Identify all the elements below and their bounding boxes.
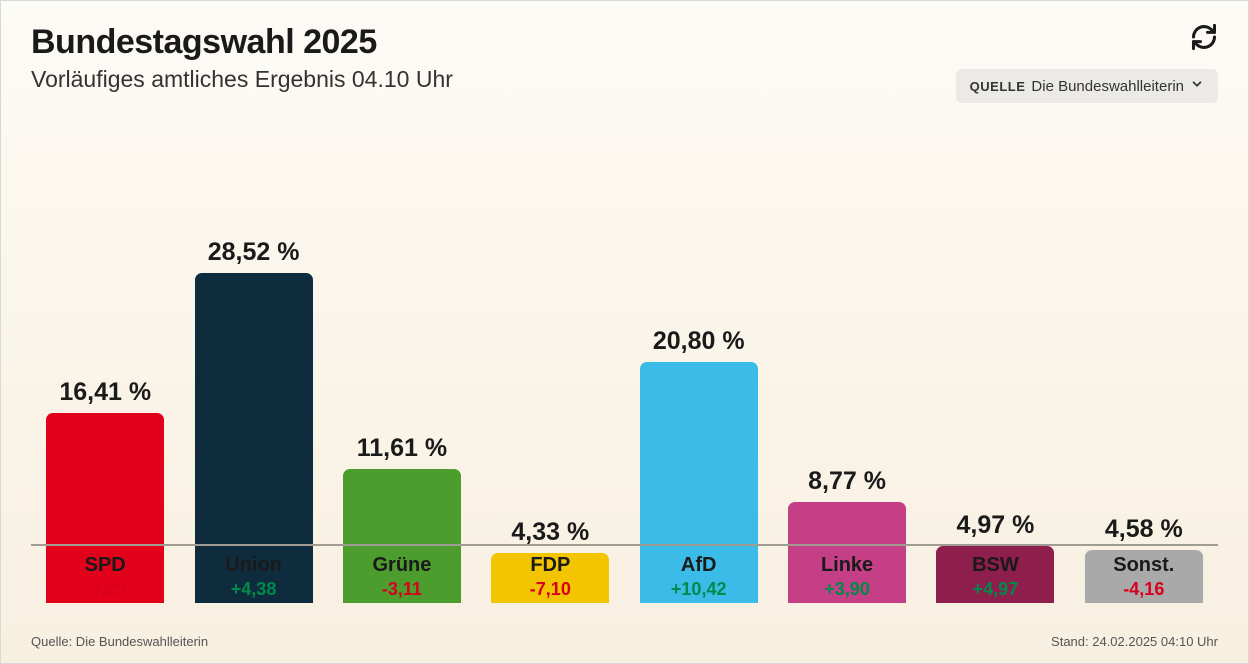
label-col: SPD-9,29 (31, 546, 179, 600)
party-name: AfD (681, 554, 717, 577)
source-label: QUELLE (970, 79, 1026, 94)
source-value: Die Bundeswahlleiterin (1031, 78, 1184, 95)
bar-value: 8,77 % (808, 467, 886, 496)
bar-value: 11,61 % (357, 434, 447, 463)
party-delta: +4,97 (973, 579, 1019, 600)
bar-value: 16,41 % (59, 378, 151, 407)
party-delta: +4,38 (231, 579, 277, 600)
label-col: Linke+3,90 (773, 546, 921, 600)
party-name: Linke (821, 554, 873, 577)
bar-value: 20,80 % (653, 327, 745, 356)
party-delta: -4,16 (1123, 579, 1164, 600)
party-name: SPD (85, 554, 126, 577)
label-col: Grüne-3,11 (328, 546, 476, 600)
label-col: FDP-7,10 (476, 546, 624, 600)
page-subtitle: Vorläufiges amtliches Ergebnis 04.10 Uhr (31, 66, 453, 93)
label-col: AfD+10,42 (625, 546, 773, 600)
party-name: FDP (530, 554, 570, 577)
label-col: Sonst.-4,16 (1070, 546, 1218, 600)
party-name: Sonst. (1113, 554, 1174, 577)
bar-value: 28,52 % (208, 238, 300, 267)
party-delta: -3,11 (382, 579, 422, 600)
party-delta: +3,90 (824, 579, 870, 600)
bar-value: 4,97 % (957, 511, 1035, 540)
footer-stand: Stand: 24.02.2025 04:10 Uhr (1051, 634, 1218, 649)
label-col: Union+4,38 (179, 546, 327, 600)
chevron-down-icon (1190, 77, 1204, 95)
party-name: BSW (972, 554, 1019, 577)
party-name: Grüne (372, 554, 431, 577)
party-name: Union (225, 554, 282, 577)
refresh-icon[interactable] (1190, 23, 1218, 56)
party-delta: -9,29 (85, 579, 126, 600)
bar-chart: 16,41 % 28,52 % 11,61 % 4,33 % 20,80 % 8,77 %… (31, 141, 1218, 603)
source-dropdown[interactable]: QUELLE Die Bundeswahlleiterin (956, 69, 1218, 103)
label-col: BSW+4,97 (921, 546, 1069, 600)
footer-source: Quelle: Die Bundeswahlleiterin (31, 634, 208, 649)
chart-labels: SPD-9,29Union+4,38Grüne-3,11FDP-7,10AfD+… (31, 546, 1218, 600)
bar-value: 4,33 % (511, 518, 589, 547)
bar-value: 4,58 % (1105, 515, 1183, 544)
party-delta: +10,42 (671, 579, 727, 600)
page-title: Bundestagswahl 2025 (31, 23, 453, 62)
party-delta: -7,10 (530, 579, 571, 600)
